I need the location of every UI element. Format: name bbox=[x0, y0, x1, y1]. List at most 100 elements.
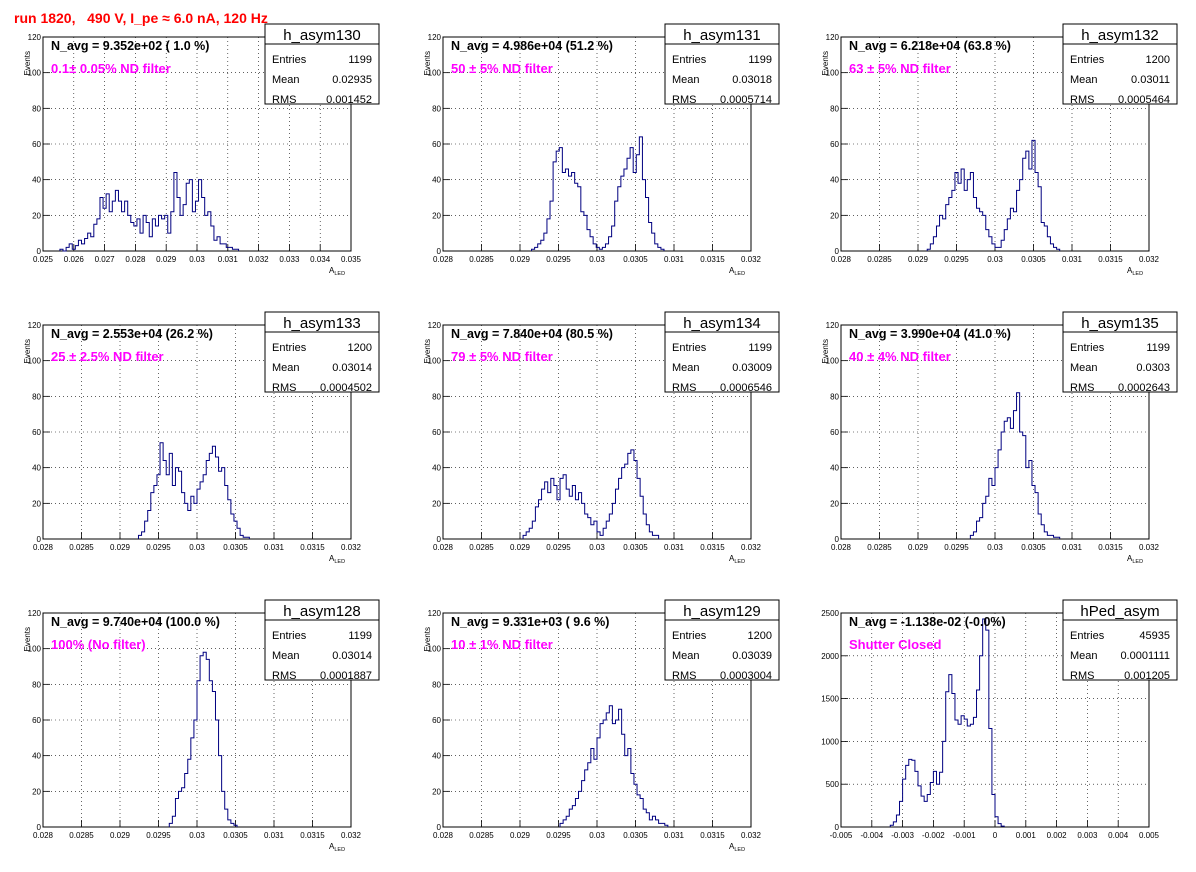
histogram-name: h_asym133 bbox=[283, 315, 361, 332]
y-tick-label: 100 bbox=[428, 357, 442, 366]
histogram-panel-h_asym128: 0.028 0.0285 0.029 0.0295 0.03 0.0305 0.031 0.0… bbox=[23, 599, 380, 853]
x-tick-label: 0.0305 bbox=[1021, 255, 1046, 264]
stats-value: 1199 bbox=[1146, 342, 1170, 354]
stats-label: Entries bbox=[672, 342, 707, 354]
filter-label: 10 ± 1% ND filter bbox=[451, 637, 553, 652]
y-tick-label: 80 bbox=[432, 680, 441, 689]
stats-label: RMS bbox=[1070, 94, 1094, 106]
y-tick-label: 60 bbox=[830, 428, 839, 437]
n-avg-header: N_avg = 6.218e+04 (63.8 %) bbox=[849, 39, 1011, 53]
x-tick-label: 0.029 bbox=[510, 255, 531, 264]
histogram-panel-h_asym129: 0.028 0.0285 0.029 0.0295 0.03 0.0305 0.031 0.0… bbox=[423, 599, 780, 853]
y-tick-label: 0 bbox=[835, 535, 840, 544]
x-tick-label: 0.031 bbox=[218, 255, 239, 264]
x-tick-label: 0.004 bbox=[1108, 831, 1129, 840]
x-tick-label: 0.032 bbox=[1139, 543, 1160, 552]
stats-value: 0.03018 bbox=[732, 74, 772, 86]
y-axis-title: Events bbox=[23, 51, 32, 75]
histogram-panel-h_asym135: 0.028 0.0285 0.029 0.0295 0.03 0.0305 0.031 0.0… bbox=[821, 311, 1178, 565]
filter-label: 100% (No filter) bbox=[51, 637, 146, 652]
x-tick-label: 0.0315 bbox=[300, 831, 325, 840]
filter-label: 0.1± 0.05% ND filter bbox=[51, 61, 171, 76]
stats-label: Entries bbox=[1070, 342, 1105, 354]
x-tick-label: 0.029 bbox=[510, 543, 531, 552]
x-tick-label: -0.005 bbox=[830, 831, 853, 840]
stats-label: Mean bbox=[672, 74, 700, 86]
y-tick-label: 80 bbox=[830, 104, 839, 113]
x-tick-label: 0.032 bbox=[741, 831, 762, 840]
stats-label: RMS bbox=[672, 382, 696, 394]
stats-label: Mean bbox=[1070, 362, 1098, 374]
y-tick-label: 100 bbox=[28, 645, 42, 654]
x-tick-label: -0.002 bbox=[922, 831, 945, 840]
x-tick-label: 0.0305 bbox=[623, 543, 648, 552]
x-tick-label: 0.032 bbox=[1139, 255, 1160, 264]
x-tick-label: 0.031 bbox=[1062, 543, 1083, 552]
stats-box bbox=[264, 599, 380, 681]
y-tick-label: 1500 bbox=[821, 695, 839, 704]
stats-label: RMS bbox=[272, 382, 296, 394]
x-tick-label: 0.029 bbox=[510, 831, 531, 840]
stats-box bbox=[664, 311, 780, 393]
x-tick-label: 0.028 bbox=[33, 543, 54, 552]
stats-value: 0.0006546 bbox=[720, 382, 772, 394]
stats-value: 1199 bbox=[348, 630, 372, 642]
y-tick-label: 20 bbox=[432, 499, 441, 508]
y-tick-label: 40 bbox=[830, 176, 839, 185]
y-tick-label: 100 bbox=[428, 69, 442, 78]
y-tick-label: 60 bbox=[830, 140, 839, 149]
y-tick-label: 20 bbox=[32, 499, 41, 508]
x-tick-label: 0.0295 bbox=[546, 255, 571, 264]
stats-value: 0.03011 bbox=[1131, 74, 1170, 86]
n-avg-header: N_avg = 3.990e+04 (41.0 %) bbox=[849, 327, 1011, 341]
filter-label: 63 ± 5% ND filter bbox=[849, 61, 951, 76]
stats-label: RMS bbox=[672, 670, 696, 682]
histogram-panel-h_asym134: 0.028 0.0285 0.029 0.0295 0.03 0.0305 0.031 0.0… bbox=[423, 311, 780, 565]
x-tick-label: 0.03 bbox=[589, 255, 605, 264]
x-tick-label: 0.03 bbox=[589, 543, 605, 552]
x-tick-label: 0.031 bbox=[264, 831, 285, 840]
stats-label: RMS bbox=[672, 94, 696, 106]
x-tick-label: 0.0305 bbox=[623, 255, 648, 264]
x-axis-title: ALED bbox=[729, 554, 745, 565]
stats-label: Entries bbox=[672, 630, 707, 642]
x-tick-label: 0.028 bbox=[433, 543, 454, 552]
y-tick-label: 0 bbox=[37, 535, 42, 544]
x-tick-label: 0.0295 bbox=[944, 255, 969, 264]
n-avg-header: N_avg = 9.331e+03 ( 9.6 %) bbox=[451, 615, 609, 629]
stats-label: Mean bbox=[672, 362, 700, 374]
histogram-name: h_asym131 bbox=[683, 27, 761, 44]
y-tick-label: 80 bbox=[432, 104, 441, 113]
x-tick-label: 0.0315 bbox=[1098, 543, 1123, 552]
y-axis-title: Events bbox=[821, 51, 830, 75]
stats-box bbox=[264, 23, 380, 105]
stats-box bbox=[1062, 23, 1178, 105]
x-tick-label: 0.028 bbox=[831, 543, 852, 552]
x-tick-label: 0.026 bbox=[64, 255, 85, 264]
x-tick-label: 0.0315 bbox=[300, 543, 325, 552]
histogram-name: h_asym128 bbox=[283, 603, 361, 620]
y-tick-label: 0 bbox=[437, 247, 442, 256]
histogram-line bbox=[522, 449, 660, 539]
x-tick-label: 0.031 bbox=[1062, 255, 1083, 264]
y-tick-label: 120 bbox=[28, 33, 42, 42]
y-axis-title: Events bbox=[423, 627, 432, 651]
x-tick-label: 0.03 bbox=[987, 255, 1003, 264]
y-tick-label: 80 bbox=[432, 392, 441, 401]
stats-label: Mean bbox=[272, 362, 300, 374]
y-tick-label: 100 bbox=[428, 645, 442, 654]
stats-value: 1200 bbox=[1146, 54, 1170, 66]
x-tick-label: 0.029 bbox=[110, 831, 131, 840]
y-tick-label: 100 bbox=[826, 357, 840, 366]
stats-value: 0.0002643 bbox=[1118, 382, 1170, 394]
y-tick-label: 60 bbox=[32, 716, 41, 725]
stats-box bbox=[1062, 599, 1178, 681]
x-tick-label: 0.001 bbox=[1016, 831, 1037, 840]
y-tick-label: 120 bbox=[28, 321, 42, 330]
histogram-name: h_asym134 bbox=[683, 315, 761, 332]
stats-label: RMS bbox=[272, 94, 296, 106]
x-tick-label: 0.03 bbox=[987, 543, 1003, 552]
filter-label: 25 ± 2.5% ND filter bbox=[51, 349, 164, 364]
x-tick-label: 0.0285 bbox=[867, 255, 892, 264]
